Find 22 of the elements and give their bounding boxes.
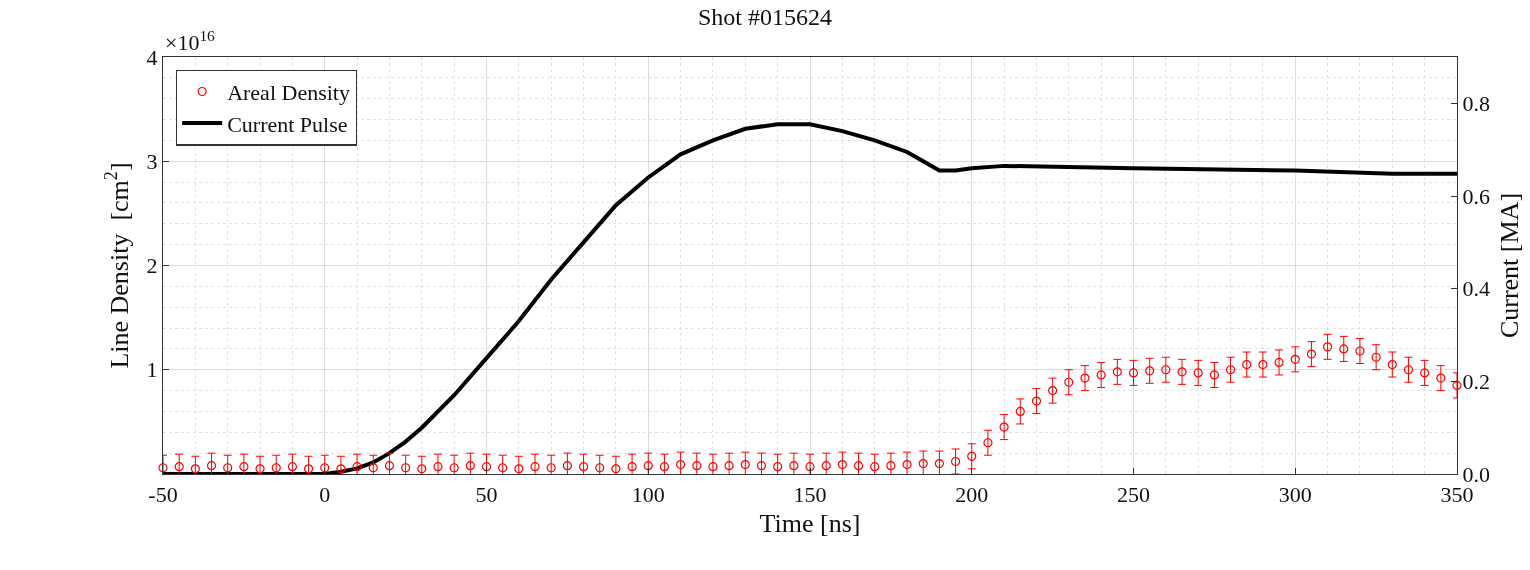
x-tick-label: 0 [319,481,331,507]
y2-tick-label: 0.8 [1462,91,1490,117]
x-axis-title: Time [ns] [759,509,861,539]
x-tick-label: 300 [1278,481,1312,507]
y-tick-label: 2 [146,253,158,279]
text: ×10$^{16}$ [165,27,216,56]
x-tick-label: -50 [148,481,178,507]
x-tick-label: 250 [1117,481,1150,507]
legend-label: Current Pulse [227,111,348,137]
y2-axis-title: Current [MA] [1494,192,1524,339]
y2-tick-label: 0.6 [1462,183,1490,209]
x-tick-label: 50 [475,481,498,507]
x-tick-label: 150 [793,481,827,507]
legend-label: Areal Density [227,80,350,106]
y2-tick-label: 0.2 [1462,369,1490,395]
x-tick-label: 100 [631,481,665,507]
y-tick-label: 3 [146,148,158,174]
y-tick-label: 4 [146,44,158,70]
chart-title: Shot #015624 [697,4,833,31]
x-tick-label: 200 [955,481,989,507]
y2-tick-label: 0.4 [1462,276,1490,302]
y-tick-label: 1 [146,357,158,383]
